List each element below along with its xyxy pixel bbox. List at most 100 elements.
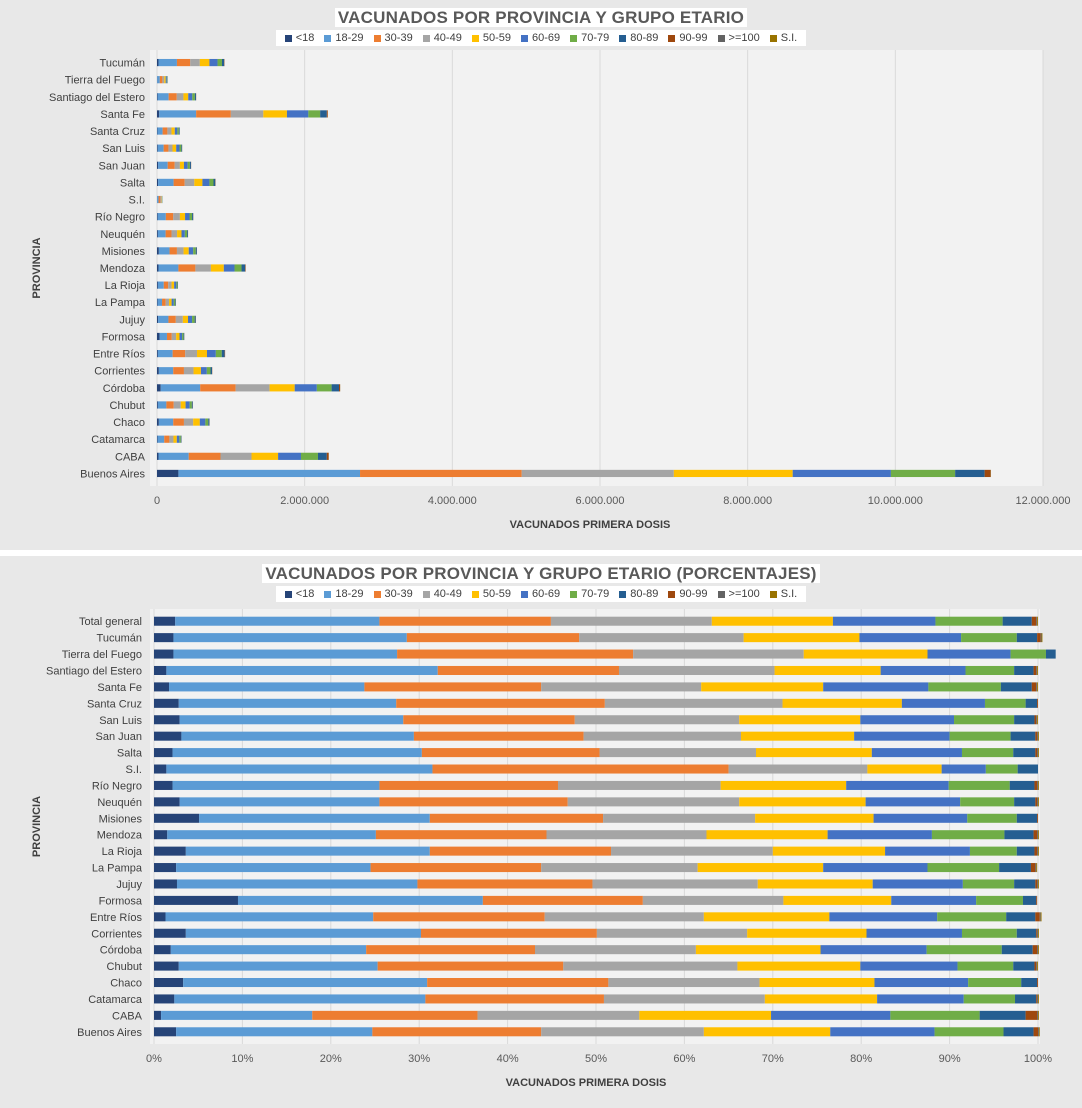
legend-swatch	[422, 34, 430, 42]
y-category-label: Misiones	[102, 246, 146, 258]
bar-segment	[792, 469, 891, 478]
plot-area	[150, 609, 1040, 1044]
bar-segment	[166, 401, 174, 409]
x-tick-label: 8.000.000	[723, 495, 772, 507]
bar-segment	[178, 469, 361, 478]
y-category-label: Catamarca	[91, 434, 146, 446]
bar-segment	[1017, 764, 1038, 774]
x-tick-label: 90%	[939, 1053, 961, 1065]
bar-segment	[1016, 928, 1037, 938]
bar-segment	[999, 863, 1031, 873]
y-category-label: Chaco	[113, 417, 145, 429]
bar-segment	[154, 1010, 162, 1020]
bar-segment	[1037, 879, 1038, 889]
bar-segment	[865, 797, 961, 807]
bar-segment	[890, 469, 956, 478]
bar-segment	[782, 698, 902, 708]
bar-segment	[377, 961, 564, 971]
legend-swatch	[570, 34, 578, 42]
bar-segment	[190, 58, 200, 67]
bar-segment	[165, 912, 374, 922]
bar-segment	[403, 715, 575, 725]
bar-segment	[596, 928, 748, 938]
bar-segment	[937, 912, 1007, 922]
x-tick-label: 2.000.000	[280, 495, 329, 507]
bar-segment	[158, 315, 169, 323]
bar-segment	[154, 797, 180, 807]
bar-segment	[1038, 994, 1039, 1004]
bar-segment	[300, 452, 318, 460]
bar-segment	[1038, 928, 1039, 938]
y-axis-title: PROVINCIA	[31, 237, 43, 298]
x-tick-label: 50%	[585, 1053, 607, 1065]
x-tick-label: 0%	[146, 1053, 162, 1065]
bar-segment	[961, 748, 1014, 758]
bar-segment	[157, 58, 159, 67]
bar-segment	[158, 58, 177, 67]
bar-segment	[603, 813, 756, 823]
bar-segment	[175, 298, 176, 306]
bar-segment	[170, 945, 367, 955]
bar-segment	[199, 418, 206, 426]
bar-segment	[1037, 797, 1038, 807]
bar-segment	[1010, 731, 1036, 741]
bar-segment	[1006, 912, 1036, 922]
bar-segment	[673, 469, 793, 478]
y-category-label: Córdoba	[100, 945, 143, 957]
bar-segment	[179, 715, 404, 725]
bar-segment	[1035, 863, 1037, 873]
legend-label: 40-49	[433, 32, 462, 44]
bar-segment	[756, 748, 872, 758]
legend-swatch	[570, 590, 578, 598]
bar-segment	[183, 161, 188, 169]
bar-segment	[171, 281, 175, 289]
bar-segment	[927, 649, 1011, 659]
y-category-label: Chaco	[110, 978, 142, 990]
bar-segment	[162, 298, 166, 306]
bar-segment	[961, 633, 1017, 643]
bar-segment	[217, 58, 222, 67]
bar-segment	[1037, 978, 1038, 988]
bar-segment	[185, 401, 190, 409]
bar-segment	[1045, 649, 1056, 659]
bar-segment	[193, 418, 200, 426]
bar-segment	[194, 93, 196, 101]
bar-segment	[592, 879, 758, 889]
chart-plot-absolute: 0 2.000.000 4.000.000 6.000.000 8.000.000 10.…	[31, 50, 1071, 531]
bar-segment	[703, 912, 830, 922]
bar-segment	[1016, 633, 1038, 643]
y-category-label: Formosa	[102, 331, 146, 343]
bar-segment	[157, 144, 164, 152]
bar-segment	[432, 764, 729, 774]
bar-segment	[183, 978, 428, 988]
bar-segment	[1004, 830, 1034, 840]
bar-segment	[1036, 961, 1038, 971]
bar-segment	[215, 350, 222, 358]
y-category-label: La Rioja	[105, 280, 146, 292]
bar-segment	[873, 813, 968, 823]
y-category-label: Río Negro	[92, 780, 142, 792]
y-category-label: Mendoza	[97, 830, 143, 842]
bar-segment	[1037, 731, 1038, 741]
legend-swatch	[373, 590, 381, 598]
bar-segment	[177, 127, 179, 135]
bar-segment	[161, 195, 162, 204]
bar-segment	[755, 813, 874, 823]
bar-segment	[421, 748, 600, 758]
y-category-label: Santa Fe	[100, 109, 145, 121]
bar-segment	[1037, 682, 1038, 692]
bar-segment	[308, 110, 321, 118]
y-category-label: San Luis	[102, 143, 145, 155]
legend-item: 30-39	[373, 32, 413, 44]
bar-segment	[154, 1027, 177, 1037]
bar-segment	[158, 178, 174, 186]
bar-segment	[1025, 698, 1038, 708]
bar-segment	[159, 76, 163, 84]
bar-segment	[177, 230, 182, 238]
bar-segment	[1037, 928, 1038, 938]
bar-segment	[172, 748, 422, 758]
bar-segment	[187, 230, 188, 238]
y-category-label: Salta	[117, 748, 143, 760]
x-axis-title: VACUNADOS PRIMERA DOSIS	[506, 1077, 667, 1089]
bar-segment	[154, 682, 170, 692]
